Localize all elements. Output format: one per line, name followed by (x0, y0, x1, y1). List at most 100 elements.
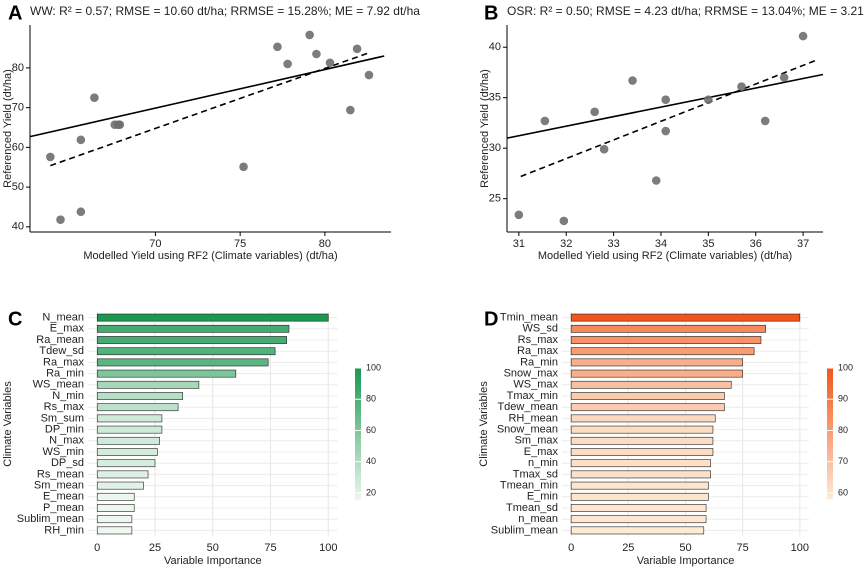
y-tick-label: Ra_min (46, 368, 84, 380)
x-axis-label: Variable Importance (164, 555, 262, 567)
point (651, 176, 661, 185)
x-axis-label: Modelled Yield using RF2 (Climate variab… (83, 250, 337, 262)
x-tick-label: 0 (94, 542, 100, 554)
bar (96, 504, 135, 512)
y-tick-label: WS_mean (33, 379, 84, 391)
bar (96, 470, 149, 479)
chart-title: OSR: R² = 0.50; RMSE = 4.23 dt/ha; RRMSE… (507, 4, 865, 18)
y-tick-label: 30 (489, 142, 501, 154)
bar (570, 492, 709, 501)
bar (570, 436, 714, 445)
bar (96, 414, 163, 423)
y-tick-label: N_mean (42, 312, 84, 324)
x-tick-label: 34 (655, 238, 667, 250)
y-axis-label: Climate Variables (478, 381, 490, 467)
x-tick-label: 33 (607, 238, 619, 250)
fit-line (520, 59, 817, 178)
bar (570, 403, 725, 412)
y-tick-label: Snow_mean (497, 424, 558, 436)
y-tick-label: N_min (52, 390, 84, 402)
y-tick-label: Ra_max (517, 345, 558, 357)
x-tick-label: 25 (149, 542, 161, 554)
x-tick-label: 25 (622, 542, 634, 554)
y-tick-label: WS_max (513, 379, 558, 391)
bar (96, 324, 290, 333)
point (239, 162, 248, 172)
point (590, 107, 599, 117)
x-tick-label: 32 (560, 238, 572, 250)
y-axis-label: Climate Variables (2, 381, 14, 467)
colorbar-tick-label: 100 (366, 362, 381, 372)
x-tick-label: 0 (568, 542, 574, 554)
y-tick-label: Rs_max (518, 334, 559, 346)
y-tick-label: P_mean (43, 502, 84, 514)
y-tick-label: WS_min (42, 446, 84, 458)
bar (96, 492, 135, 501)
point (76, 135, 86, 145)
y-tick-label: 35 (489, 92, 501, 104)
y-tick-label: Sublim_mean (17, 513, 84, 525)
bar (570, 336, 762, 344)
y-tick-label: Tmean_min (500, 480, 558, 492)
colorbar-tick-label: 80 (838, 425, 848, 435)
y-tick-label: Snow_max (504, 368, 559, 380)
x-tick-label: 100 (319, 542, 337, 554)
point (760, 116, 770, 126)
x-tick-label: 37 (797, 238, 809, 250)
fit-line (29, 55, 385, 138)
bar (570, 313, 801, 322)
y-tick-label: Tdew_mean (497, 401, 558, 413)
bar (96, 515, 133, 524)
x-tick-label: 70 (149, 238, 161, 250)
y-tick-label: RH_mean (508, 412, 558, 424)
y-tick-label: E_max (524, 446, 559, 458)
bar (570, 414, 716, 423)
point (798, 31, 808, 41)
point (283, 59, 292, 69)
y-tick-label: Ra_max (43, 356, 84, 368)
point (273, 42, 282, 52)
bar (96, 369, 237, 378)
colorbar-tick-label: 20 (366, 487, 376, 497)
chart-title: WW: R² = 0.57; RMSE = 10.60 dt/ha; RRMSE… (30, 4, 420, 18)
point (661, 126, 671, 136)
bar (96, 313, 329, 322)
fit-line (50, 52, 370, 167)
x-tick-label: 35 (702, 238, 714, 250)
y-tick-label: Tmin_mean (500, 312, 558, 324)
y-tick-label: N_max (49, 435, 84, 447)
y-tick-label: 80 (12, 62, 24, 74)
point (56, 215, 65, 224)
y-tick-label: DP_sd (51, 457, 84, 469)
y-tick-label: Ra_min (520, 356, 558, 368)
point (599, 144, 609, 154)
y-tick-label: Sm_mean (34, 480, 84, 492)
colorbar-tick-label: 60 (366, 425, 376, 435)
bar (96, 459, 156, 468)
x-tick-label: 75 (264, 542, 276, 554)
bar (570, 448, 714, 456)
point (628, 76, 637, 85)
x-tick-label: 80 (319, 238, 331, 250)
y-tick-label: 60 (12, 141, 24, 153)
x-axis-label: Variable Importance (637, 555, 735, 567)
y-tick-label: E_max (50, 323, 85, 335)
x-tick-label: 75 (737, 542, 749, 554)
y-axis-label: Referenced Yield (dt/ha) (479, 69, 491, 188)
y-tick-label: Sublim_mean (491, 524, 558, 536)
y-tick-label: RH_min (44, 524, 84, 536)
bar (96, 448, 158, 456)
y-tick-label: Tmean_sd (506, 502, 558, 514)
colorbar-tick-label: 100 (838, 362, 853, 372)
bar (570, 470, 711, 479)
x-tick-label: 75 (234, 238, 246, 250)
colorbar-tick-label: 40 (366, 456, 376, 466)
y-tick-label: 25 (489, 193, 501, 205)
bar (570, 392, 725, 400)
point (115, 120, 125, 130)
colorbar-tick-label: 70 (838, 456, 848, 466)
y-tick-label: Sm_max (515, 435, 559, 447)
bar (96, 392, 184, 400)
bar (96, 425, 163, 434)
